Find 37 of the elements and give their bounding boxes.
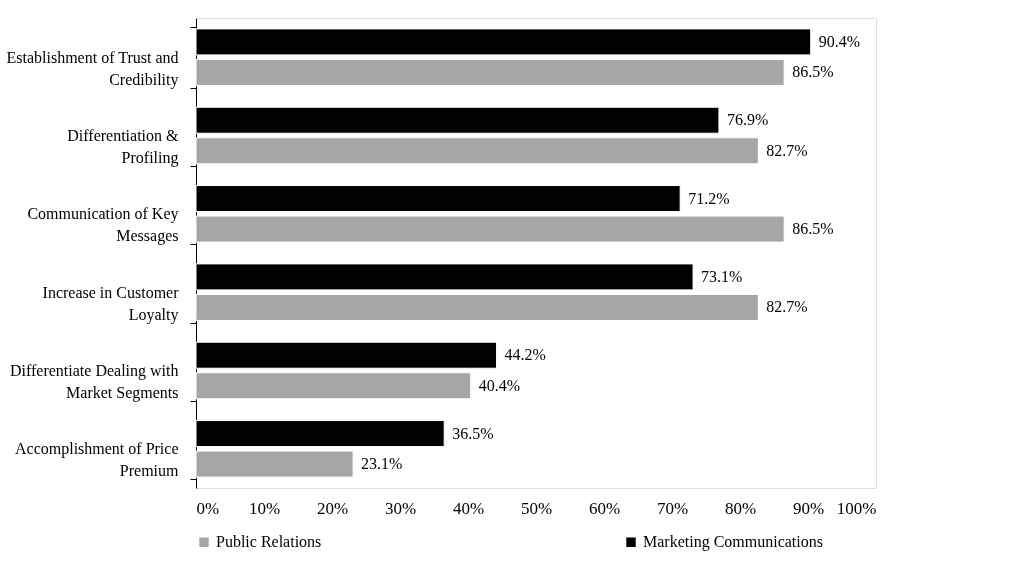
bar [195, 58, 785, 86]
y-tick-label: Accomplishment of Price Premium [14, 440, 180, 480]
data-label: 76.9% [726, 111, 769, 129]
data-label: 73.1% [701, 267, 743, 285]
x-tick-label: 0% [196, 498, 220, 518]
data-label: 90.4% [818, 32, 861, 50]
y-tick-label: Differentiate Dealing with Market Segments [9, 362, 179, 402]
y-tick-label: Differentiation & Profiling [67, 127, 180, 167]
y-tick-label: Communication of Key Messages [27, 205, 179, 246]
x-tick-label: 90% [792, 498, 825, 518]
data-label: 71.2% [688, 189, 730, 207]
x-tick-label: 70% [656, 498, 689, 518]
y-tick-label: Establishment of Trust and Credibility [6, 48, 179, 89]
y-tick-label: Increase in Customer Loyalty [42, 283, 180, 324]
bar [195, 450, 354, 478]
bar [195, 372, 472, 400]
data-label: 40.4% [478, 376, 521, 394]
data-label: 86.5% [792, 63, 834, 81]
x-tick-label: 100% [836, 498, 877, 518]
data-label: 82.7% [766, 298, 808, 316]
x-tick-label: 20% [316, 498, 349, 518]
data-label: 44.2% [504, 346, 546, 364]
x-tick-label: 60% [588, 498, 621, 518]
data-label: 86.5% [792, 220, 834, 238]
legend-label: Public Relations [216, 533, 322, 551]
bar [195, 137, 759, 165]
x-tick-label: 80% [724, 498, 757, 518]
x-tick-label: 10% [248, 498, 281, 518]
data-label: 23.1% [361, 455, 403, 473]
x-tick-label: 50% [520, 498, 553, 518]
bar [195, 215, 785, 243]
x-tick-label: 40% [452, 498, 485, 518]
legend-label: Marketing Communications [643, 533, 823, 552]
data-label: 82.7% [766, 141, 808, 159]
bar [195, 293, 759, 321]
x-tick-label: 30% [384, 498, 417, 518]
data-label: 36.5% [452, 424, 494, 442]
